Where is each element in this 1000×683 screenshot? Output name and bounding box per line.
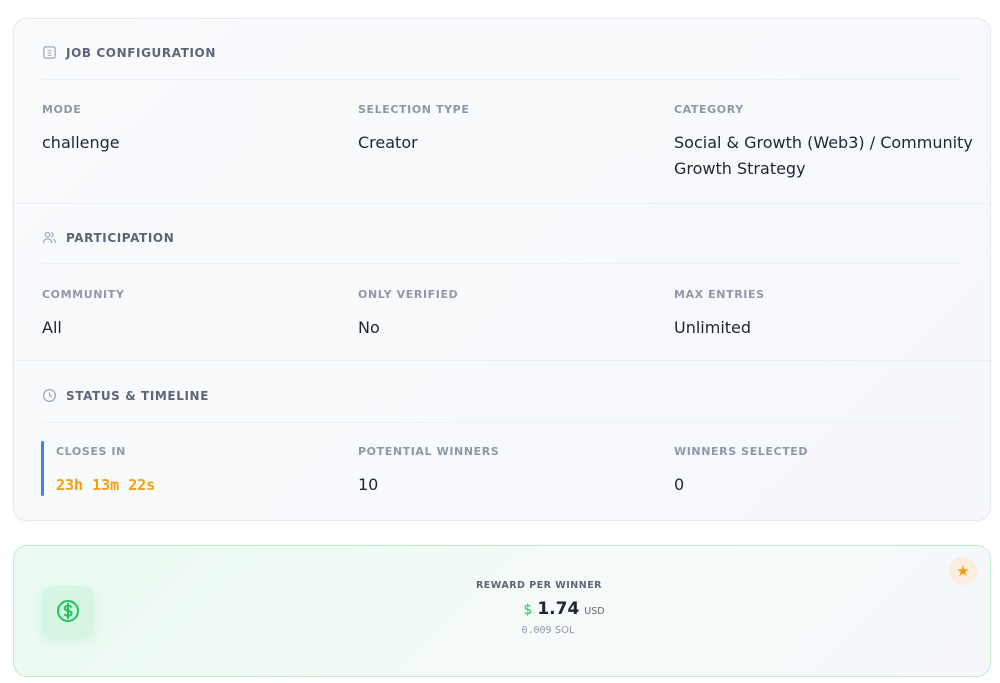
countdown-timer: 23h 13m 22s	[56, 476, 156, 494]
field-label: MODE	[42, 103, 82, 116]
field-value: challenge	[42, 133, 120, 152]
winners-selected-field: WINNERS SELECTED 0	[674, 445, 974, 498]
field-label: ONLY VERIFIED	[358, 288, 459, 301]
field-value: No	[358, 318, 380, 337]
mode-field: MODE challenge	[42, 103, 120, 156]
dollar-icon	[42, 586, 94, 636]
reward-label: REWARD PER WINNER	[475, 580, 602, 591]
only-verified-field: ONLY VERIFIED No	[358, 288, 458, 341]
field-label: POTENTIAL WINNERS	[358, 445, 500, 458]
field-value: Social & Growth (Web3) / Community Growt…	[674, 133, 973, 178]
potential-winners-field: POTENTIAL WINNERS 10	[358, 445, 499, 498]
field-label: MAX ENTRIES	[674, 288, 765, 301]
clock-icon	[42, 388, 57, 403]
reward-info: REWARD PER WINNER $ 1.74 USD 0.009 SOL	[14, 580, 990, 636]
document-icon	[43, 46, 56, 59]
sol-unit: SOL	[554, 625, 575, 636]
section-title: JOB CONFIGURATION	[66, 45, 216, 60]
section-title: STATUS & TIMELINE	[66, 388, 209, 403]
reward-card: ★ REWARD PER WINNER $ 1.74 USD 0.009 SOL	[13, 545, 991, 677]
field-value: 10	[358, 475, 379, 494]
job-details-card: JOB CONFIGURATION MODE challenge SELECTIO…	[13, 18, 991, 521]
section-title: PARTICIPATION	[66, 230, 175, 245]
field-value: Creator	[358, 133, 418, 152]
field-label: CLOSES IN	[56, 445, 126, 458]
max-entries-field: MAX ENTRIES Unlimited	[674, 288, 974, 341]
community-field: COMMUNITY All	[42, 288, 124, 341]
field-value: 0	[674, 475, 685, 494]
currency-symbol: $	[523, 602, 533, 618]
reward-currency: USD	[584, 606, 605, 617]
field-label: CATEGORY	[674, 103, 744, 116]
section-header: STATUS & TIMELINE	[42, 388, 209, 403]
field-label: WINNERS SELECTED	[674, 445, 809, 458]
reward-amount: 1.74	[537, 599, 580, 619]
category-field: CATEGORY Social & Growth (Web3) / Communi…	[674, 103, 974, 182]
star-icon[interactable]: ★	[949, 557, 977, 585]
section-header: PARTICIPATION	[42, 230, 174, 245]
selection-type-field: SELECTION TYPE Creator	[358, 103, 469, 156]
section-header: JOB CONFIGURATION	[42, 45, 216, 60]
field-label: COMMUNITY	[42, 288, 125, 301]
field-value: All	[42, 318, 62, 337]
users-icon	[42, 231, 57, 244]
accent-bar	[41, 441, 44, 496]
sol-equivalent: 0.009 SOL	[88, 625, 990, 636]
sol-amount: 0.009	[521, 625, 552, 636]
closes-in-field: CLOSES IN 23h 13m 22s	[56, 445, 155, 498]
field-label: SELECTION TYPE	[358, 103, 470, 116]
field-value: Unlimited	[674, 318, 752, 337]
